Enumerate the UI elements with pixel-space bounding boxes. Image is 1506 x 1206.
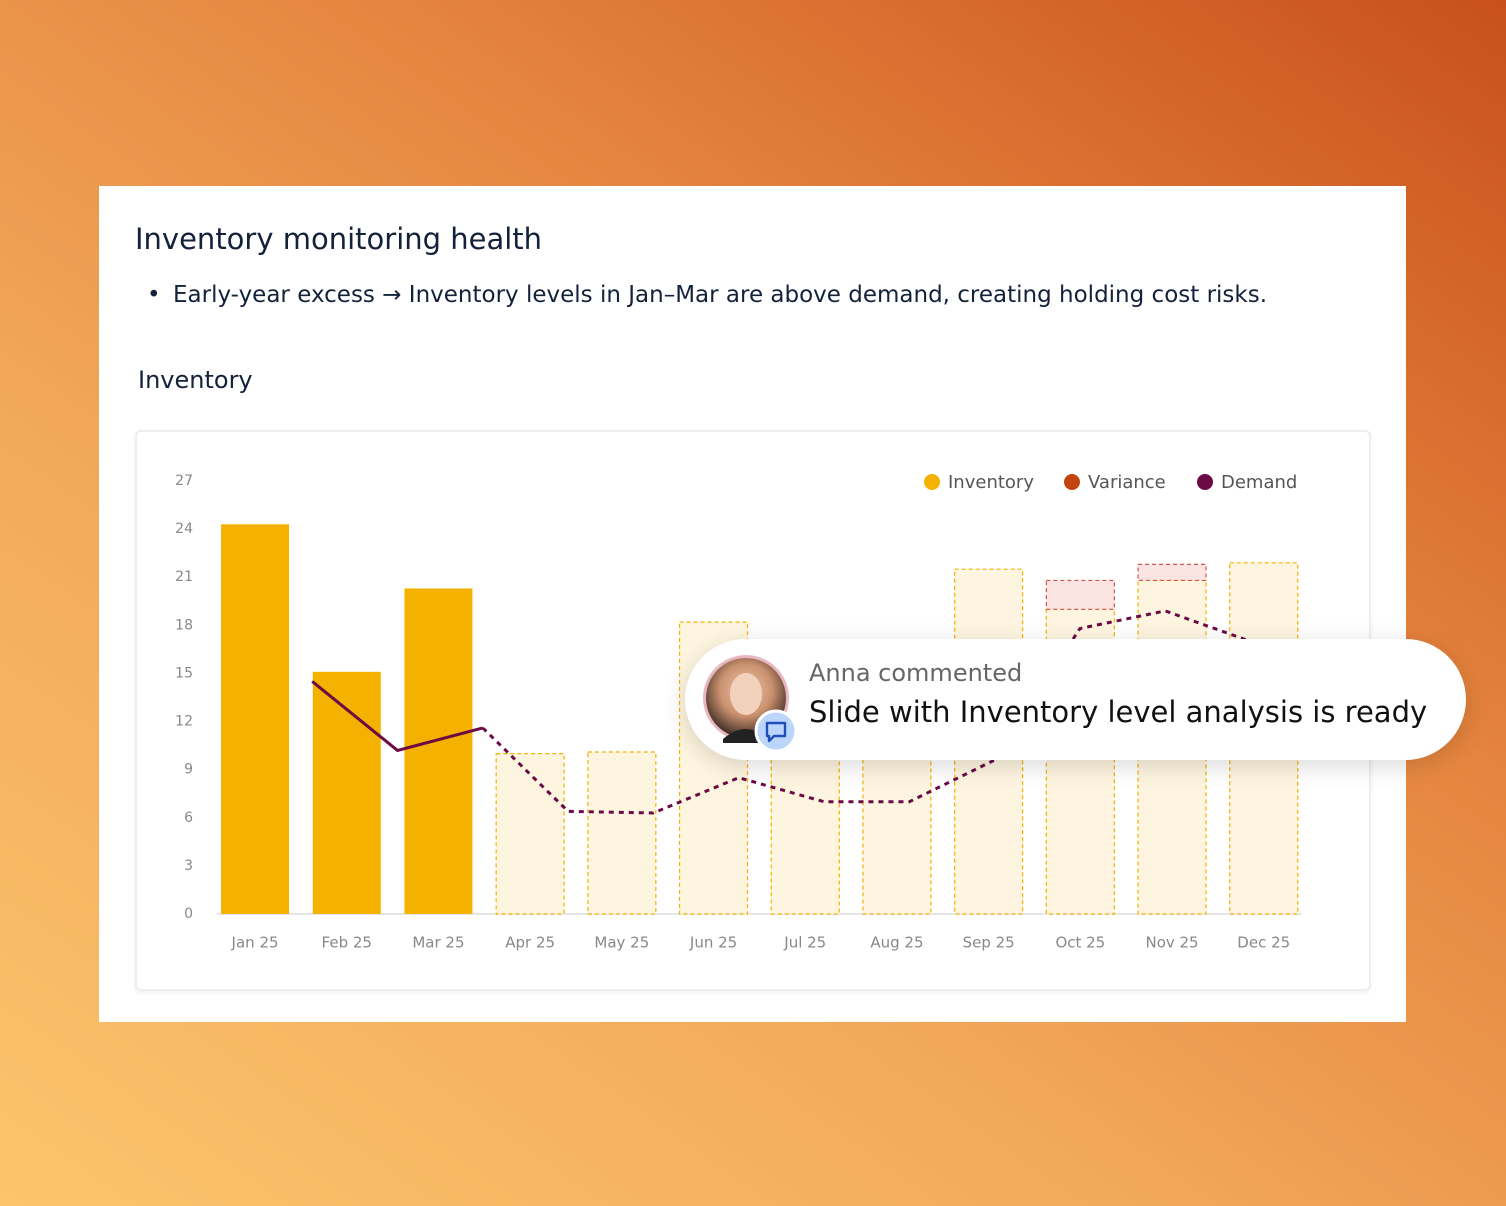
bullet-text: Early-year excess → Inventory levels in … <box>173 282 1268 308</box>
comment-popup[interactable]: Anna commented Slide with Inventory leve… <box>685 639 1466 760</box>
x-tick-label: Aug 25 <box>870 934 923 952</box>
chart-title: Inventory <box>138 366 253 394</box>
y-tick-label: 6 <box>184 810 193 826</box>
legend-dot <box>1064 474 1080 490</box>
variance-bar <box>1137 563 1207 582</box>
y-tick-label: 0 <box>184 906 193 922</box>
y-tick-label: 21 <box>175 569 193 585</box>
avatar <box>703 655 795 753</box>
x-tick-label: Apr 25 <box>505 934 555 952</box>
x-tick-label: Jul 25 <box>783 934 826 952</box>
bar <box>221 524 290 914</box>
legend-label: Variance <box>1088 472 1166 493</box>
x-tick-label: Sep 25 <box>963 934 1015 952</box>
x-tick-label: Nov 25 <box>1145 934 1198 952</box>
x-tick-label: May 25 <box>594 934 649 952</box>
y-tick-label: 12 <box>175 714 193 730</box>
x-tick-label: Jun 25 <box>689 934 737 952</box>
face <box>730 673 762 715</box>
bullet: Early-year excess → Inventory levels in … <box>147 282 1268 308</box>
y-tick-label: 9 <box>184 762 193 778</box>
legend-label: Inventory <box>948 472 1034 493</box>
comment-author: Anna commented <box>809 659 1023 687</box>
x-tick-label: Feb 25 <box>322 934 372 952</box>
y-tick-label: 24 <box>175 521 193 537</box>
legend-dot <box>1197 474 1213 490</box>
bar <box>404 588 473 914</box>
variance-bar <box>1045 579 1115 610</box>
y-tick-label: 18 <box>175 617 193 633</box>
y-tick-label: 15 <box>175 665 193 681</box>
forecast-bar <box>587 751 657 915</box>
demand-forecast-line <box>481 609 1252 815</box>
comment-icon-bg <box>754 709 795 753</box>
x-tick-label: Jan 25 <box>231 934 279 952</box>
x-tick-label: Dec 25 <box>1237 934 1290 952</box>
y-tick-label: 27 <box>175 473 193 489</box>
bar <box>312 671 381 914</box>
x-tick-label: Oct 25 <box>1055 934 1105 952</box>
forecast-bar <box>495 753 565 915</box>
title: Inventory monitoring health <box>135 222 543 256</box>
y-tick-label: 3 <box>184 858 193 874</box>
comment-icon <box>765 721 787 743</box>
x-tick-label: Mar 25 <box>412 934 464 952</box>
demand-line <box>311 680 484 753</box>
comment-text: Slide with Inventory level analysis is r… <box>809 695 1428 729</box>
legend-dot <box>924 474 940 490</box>
legend-label: Demand <box>1221 472 1297 493</box>
